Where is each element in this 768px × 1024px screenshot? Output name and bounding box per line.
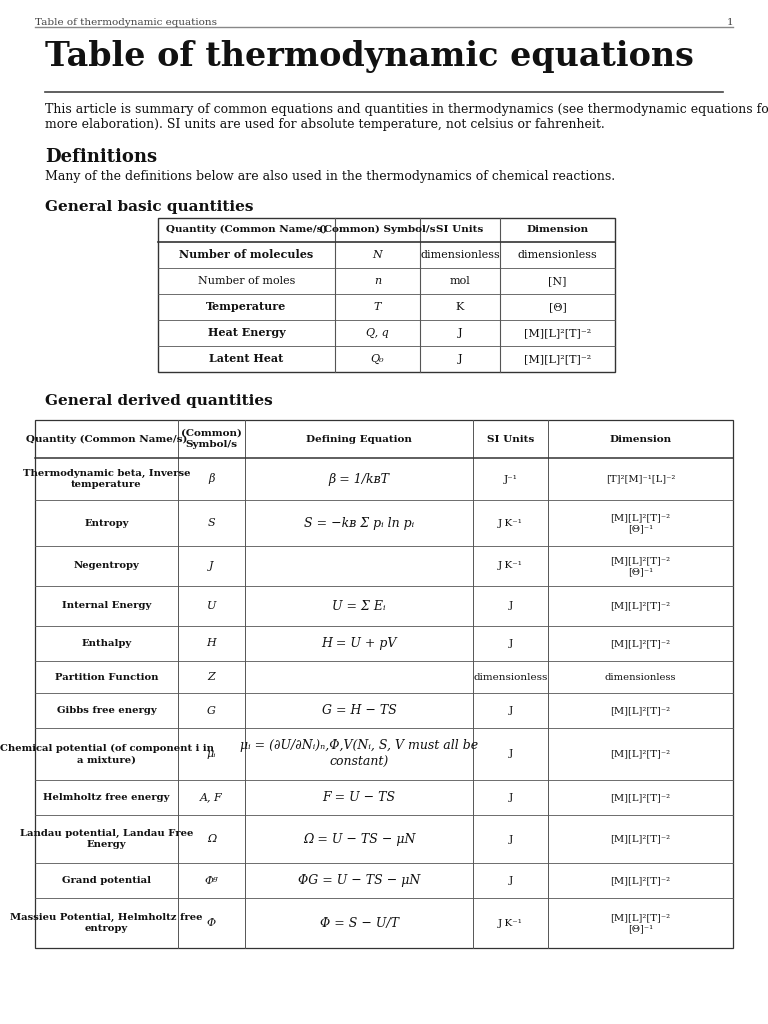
Text: General derived quantities: General derived quantities bbox=[45, 394, 273, 408]
Text: Definitions: Definitions bbox=[45, 148, 157, 166]
Text: [M][L]²[T]⁻²
[Θ]⁻¹: [M][L]²[T]⁻² [Θ]⁻¹ bbox=[611, 556, 670, 577]
Text: n: n bbox=[374, 276, 381, 286]
Text: [M][L]²[T]⁻²: [M][L]²[T]⁻² bbox=[611, 639, 670, 648]
Text: [M][L]²[T]⁻²: [M][L]²[T]⁻² bbox=[611, 835, 670, 844]
Text: Z: Z bbox=[207, 672, 215, 682]
Text: Massieu Potential, Helmholtz free
entropy: Massieu Potential, Helmholtz free entrop… bbox=[10, 912, 203, 933]
Text: J: J bbox=[508, 750, 512, 759]
Text: [M][L]²[T]⁻²: [M][L]²[T]⁻² bbox=[524, 328, 591, 338]
Text: F = U − TS: F = U − TS bbox=[323, 791, 396, 804]
Text: J K⁻¹: J K⁻¹ bbox=[498, 518, 523, 527]
Text: Heat Energy: Heat Energy bbox=[207, 328, 286, 339]
Text: dimensionless: dimensionless bbox=[604, 673, 677, 682]
Text: Number of molecules: Number of molecules bbox=[180, 250, 313, 260]
Text: N: N bbox=[372, 250, 382, 260]
Text: Enthalpy: Enthalpy bbox=[81, 639, 131, 648]
Text: Ω = U − TS − μN: Ω = U − TS − μN bbox=[303, 833, 415, 846]
Text: [M][L]²[T]⁻²: [M][L]²[T]⁻² bbox=[611, 706, 670, 715]
Text: (Common)
Symbol/s: (Common) Symbol/s bbox=[181, 429, 242, 450]
Text: [N]: [N] bbox=[548, 276, 567, 286]
Text: Quantity (Common Name/s): Quantity (Common Name/s) bbox=[26, 434, 187, 443]
Text: H = U + pV: H = U + pV bbox=[321, 637, 397, 650]
Text: more elaboration). SI units are used for absolute temperature, not celsius or fa: more elaboration). SI units are used for… bbox=[45, 118, 604, 131]
Text: [M][L]²[T]⁻²: [M][L]²[T]⁻² bbox=[611, 601, 670, 610]
Text: Negentropy: Negentropy bbox=[74, 561, 139, 570]
Text: Internal Energy: Internal Energy bbox=[62, 601, 151, 610]
Text: [Θ]: [Θ] bbox=[548, 302, 567, 312]
Text: This article is summary of common equations and quantities in thermodynamics (se: This article is summary of common equati… bbox=[45, 103, 768, 116]
Text: H: H bbox=[207, 639, 217, 648]
Text: Q₀: Q₀ bbox=[371, 354, 384, 365]
Text: SI Units: SI Units bbox=[436, 224, 484, 233]
Text: Gibbs free energy: Gibbs free energy bbox=[57, 706, 157, 715]
Text: [M][L]²[T]⁻²: [M][L]²[T]⁻² bbox=[611, 876, 670, 885]
Text: ΦG = U − TS − μN: ΦG = U − TS − μN bbox=[298, 874, 420, 887]
Text: dimensionless: dimensionless bbox=[420, 250, 500, 260]
Text: S: S bbox=[207, 518, 215, 528]
Bar bbox=[35, 420, 733, 948]
Text: Helmholtz free energy: Helmholtz free energy bbox=[43, 793, 170, 802]
Text: Φᵍ: Φᵍ bbox=[205, 876, 218, 886]
Text: Dimension: Dimension bbox=[610, 434, 671, 443]
Text: Dimension: Dimension bbox=[526, 224, 588, 233]
Text: J: J bbox=[508, 793, 512, 802]
Text: [M][L]²[T]⁻²: [M][L]²[T]⁻² bbox=[524, 354, 591, 364]
Text: S = −kʙ Σ pᵢ ln pᵢ: S = −kʙ Σ pᵢ ln pᵢ bbox=[304, 516, 414, 529]
Text: J: J bbox=[508, 601, 512, 610]
Text: μᵢ: μᵢ bbox=[207, 749, 217, 759]
Text: Many of the definitions below are also used in the thermodynamics of chemical re: Many of the definitions below are also u… bbox=[45, 170, 615, 183]
Text: β: β bbox=[208, 473, 215, 484]
Text: A, F: A, F bbox=[200, 793, 223, 803]
Text: Temperature: Temperature bbox=[207, 301, 286, 312]
Text: [M][L]²[T]⁻²: [M][L]²[T]⁻² bbox=[611, 793, 670, 802]
Text: μᵢ = (∂U/∂Nᵢ)ₙ,Φ,V(Nᵢ, S, V must all be
constant): μᵢ = (∂U/∂Nᵢ)ₙ,Φ,V(Nᵢ, S, V must all be … bbox=[240, 739, 478, 769]
Text: Ω: Ω bbox=[207, 834, 216, 844]
Text: Φ: Φ bbox=[207, 918, 216, 928]
Text: 1: 1 bbox=[727, 18, 733, 27]
Text: J⁻¹: J⁻¹ bbox=[504, 474, 518, 483]
Text: Table of thermodynamic equations: Table of thermodynamic equations bbox=[45, 40, 694, 73]
Text: [M][L]²[T]⁻²
[Θ]⁻¹: [M][L]²[T]⁻² [Θ]⁻¹ bbox=[611, 912, 670, 933]
Text: Partition Function: Partition Function bbox=[55, 673, 158, 682]
Bar bbox=[158, 218, 615, 372]
Text: Thermodynamic beta, Inverse
temperature: Thermodynamic beta, Inverse temperature bbox=[23, 469, 190, 489]
Text: Table of thermodynamic equations: Table of thermodynamic equations bbox=[35, 18, 217, 27]
Text: J: J bbox=[508, 835, 512, 844]
Text: Q, q: Q, q bbox=[366, 328, 389, 338]
Text: dimensionless: dimensionless bbox=[473, 673, 548, 682]
Text: Grand potential: Grand potential bbox=[62, 876, 151, 885]
Text: J: J bbox=[458, 354, 462, 364]
Text: J: J bbox=[508, 706, 512, 715]
Text: J: J bbox=[209, 561, 214, 571]
Text: J: J bbox=[508, 876, 512, 885]
Text: J: J bbox=[508, 639, 512, 648]
Text: Φ = S − U/T: Φ = S − U/T bbox=[319, 916, 399, 930]
Text: J: J bbox=[458, 328, 462, 338]
Text: Number of moles: Number of moles bbox=[198, 276, 295, 286]
Text: mol: mol bbox=[449, 276, 470, 286]
Text: dimensionless: dimensionless bbox=[518, 250, 598, 260]
Text: Quantity (Common Name/s): Quantity (Common Name/s) bbox=[166, 224, 327, 233]
Text: U: U bbox=[207, 601, 216, 611]
Text: Latent Heat: Latent Heat bbox=[210, 353, 283, 365]
Text: Defining Equation: Defining Equation bbox=[306, 434, 412, 443]
Text: SI Units: SI Units bbox=[487, 434, 534, 443]
Text: Entropy: Entropy bbox=[84, 518, 129, 527]
Text: [M][L]²[T]⁻²
[Θ]⁻¹: [M][L]²[T]⁻² [Θ]⁻¹ bbox=[611, 513, 670, 534]
Text: J K⁻¹: J K⁻¹ bbox=[498, 561, 523, 570]
Text: K: K bbox=[456, 302, 464, 312]
Text: G = H − TS: G = H − TS bbox=[322, 705, 396, 717]
Text: J K⁻¹: J K⁻¹ bbox=[498, 919, 523, 928]
Text: U = Σ Eᵢ: U = Σ Eᵢ bbox=[333, 599, 386, 612]
Text: General basic quantities: General basic quantities bbox=[45, 200, 253, 214]
Text: [T]²[M]⁻¹[L]⁻²: [T]²[M]⁻¹[L]⁻² bbox=[606, 474, 675, 483]
Text: Chemical potential (of component i in
a mixture): Chemical potential (of component i in a … bbox=[0, 743, 214, 764]
Text: (Common) Symbol/s: (Common) Symbol/s bbox=[319, 224, 435, 233]
Text: G: G bbox=[207, 706, 216, 716]
Text: Landau potential, Landau Free
Energy: Landau potential, Landau Free Energy bbox=[20, 828, 194, 849]
Text: β = 1/kʙT: β = 1/kʙT bbox=[329, 472, 389, 485]
Text: T: T bbox=[374, 302, 381, 312]
Text: [M][L]²[T]⁻²: [M][L]²[T]⁻² bbox=[611, 750, 670, 759]
